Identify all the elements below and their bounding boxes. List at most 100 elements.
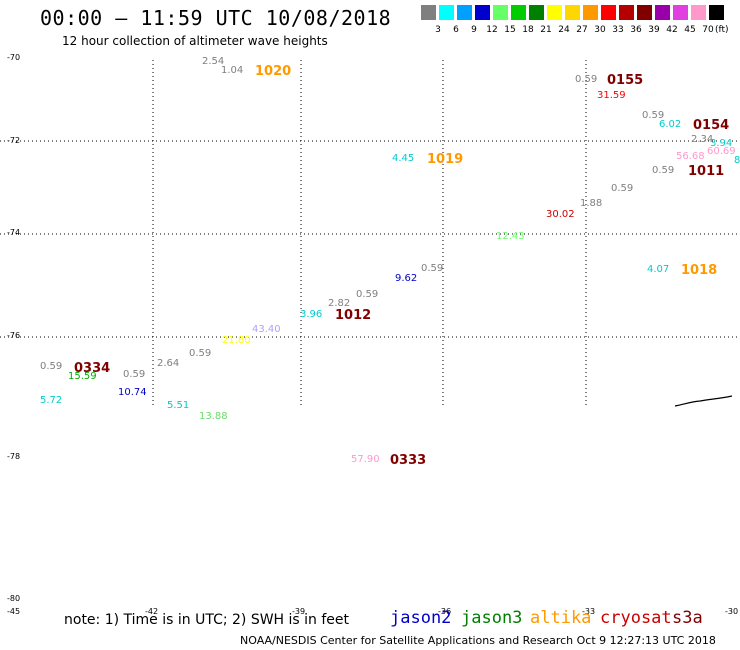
color-swatch — [601, 5, 616, 20]
lon-label-36: -36 — [438, 607, 452, 616]
color-swatch-label: 39 — [648, 25, 660, 35]
wave-height-label: 0.59 — [642, 110, 665, 121]
footer-note: note: 1) Time is in UTC; 2) SWH is in fe… — [64, 612, 350, 628]
wave-height-label: 2.34 — [691, 134, 714, 145]
pass-time-label: 0333 — [390, 453, 427, 468]
satellite-legend-jason2: jason2 — [390, 608, 452, 628]
wave-height-label: 15.59 — [68, 371, 97, 382]
wave-height-label: 1.88 — [580, 198, 603, 209]
pass-time-label: 1020 — [255, 64, 292, 79]
lat-label-70: -70 — [7, 53, 21, 62]
pass-time-label: 1011 — [688, 164, 725, 179]
lat-label-78: -78 — [7, 452, 21, 461]
wave-height-label: 3.96 — [300, 309, 323, 320]
wave-height-label: 1.04 — [221, 65, 244, 76]
color-swatch — [565, 5, 580, 20]
wave-height-label: 0.59 — [40, 361, 63, 372]
wave-height-label: 2.82 — [328, 298, 351, 309]
color-swatch-label: 36 — [630, 25, 642, 35]
satellite-legend-altika: altika — [530, 608, 592, 628]
satellite-legend-jason3: jason3 — [461, 608, 523, 628]
map-subtitle: 12 hour collection of altimeter wave hei… — [62, 34, 328, 48]
satellite-legend-cryosat: cryosat — [600, 608, 672, 628]
color-swatch-label: 9 — [471, 25, 477, 35]
color-swatch — [709, 5, 724, 20]
wave-height-label: 21.80 — [222, 335, 251, 346]
color-swatch — [493, 5, 508, 20]
lon-label-42: -42 — [145, 607, 159, 616]
color-swatch — [583, 5, 598, 20]
pass-time-label: 0154 — [693, 118, 730, 133]
lat-label-80: -80 — [7, 594, 21, 603]
color-swatch-label: 70 — [702, 25, 714, 35]
wave-height-label: 0.59 — [652, 165, 675, 176]
satellite-legend-s3a: s3a — [672, 608, 703, 628]
color-swatch-label: 15 — [504, 25, 516, 35]
wave-height-label: 0.59 — [575, 74, 598, 85]
wave-height-label: 2.64 — [157, 358, 180, 369]
wave-height-label: 0.59 — [123, 369, 146, 380]
color-swatch-label: 33 — [612, 25, 624, 35]
color-swatch — [457, 5, 472, 20]
color-swatch-label: 30 — [594, 25, 606, 35]
wave-height-label: 3.94 — [710, 138, 733, 149]
wave-height-label: 57.90 — [351, 454, 380, 465]
color-swatch-label: 24 — [558, 25, 570, 35]
lat-label-72: -72 — [7, 136, 21, 145]
color-swatch — [511, 5, 526, 20]
wave-height-label: 5.51 — [167, 400, 190, 411]
wave-height-label: 0.59 — [421, 263, 444, 274]
lon-label-45: -45 — [7, 607, 21, 616]
wave-height-label: 12.43 — [496, 231, 525, 242]
wave-height-label: 10.74 — [118, 387, 147, 398]
color-swatch-label: 21 — [540, 25, 552, 35]
color-swatch-label: 45 — [684, 25, 696, 35]
color-swatch — [421, 5, 436, 20]
wave-height-label: 0.59 — [189, 348, 212, 359]
color-swatch-label: 6 — [453, 25, 459, 35]
wave-height-label: 9.62 — [395, 273, 418, 284]
lon-label-30: -30 — [725, 607, 739, 616]
pass-time-label: 0334 — [74, 361, 111, 376]
color-swatch — [655, 5, 670, 20]
wave-height-label: 60.69 — [707, 146, 736, 157]
wave-height-label: 13.88 — [199, 411, 228, 422]
map-title: 00:00 – 11:59 UTC 10/08/2018 — [40, 6, 392, 30]
color-scale-unit: (ft) — [715, 25, 729, 35]
wave-height-label: 0.59 — [611, 183, 634, 194]
pass-time-label: 1019 — [427, 152, 464, 167]
wave-height-label: 43.40 — [252, 324, 281, 335]
wave-height-label: 2.54 — [202, 56, 225, 67]
wave-height-label: 5.72 — [40, 395, 63, 406]
wave-height-label: 31.59 — [597, 90, 626, 101]
color-swatch-label: 12 — [486, 25, 498, 35]
wave-height-label: 4.07 — [647, 264, 670, 275]
color-swatch — [475, 5, 490, 20]
wave-height-label: 8 — [734, 155, 740, 166]
color-swatch — [673, 5, 688, 20]
color-swatch-label: 42 — [666, 25, 678, 35]
wave-height-label: 0.59 — [356, 289, 379, 300]
color-swatch — [691, 5, 706, 20]
color-swatch — [637, 5, 652, 20]
pass-time-label: 1018 — [681, 263, 718, 278]
pass-time-label: 0155 — [607, 73, 644, 88]
coastline — [674, 395, 733, 407]
lat-label-74: -74 — [7, 228, 21, 237]
credit-line: NOAA/NESDIS Center for Satellite Applica… — [240, 634, 716, 647]
lat-label-76: -76 — [7, 331, 21, 340]
color-swatch — [529, 5, 544, 20]
wave-height-label: 56.68 — [676, 151, 705, 162]
color-swatch-label: 27 — [576, 25, 588, 35]
lon-label-39: -39 — [292, 607, 306, 616]
color-swatch — [439, 5, 454, 20]
lon-label-33: -33 — [582, 607, 596, 616]
color-swatch-label: 3 — [435, 25, 441, 35]
wave-height-label: 4.45 — [392, 153, 415, 164]
pass-time-label: 1012 — [335, 308, 372, 323]
wave-height-label: 6.02 — [659, 119, 682, 130]
color-swatch — [547, 5, 562, 20]
color-swatch-label: 18 — [522, 25, 534, 35]
wave-height-label: 30.02 — [546, 209, 575, 220]
